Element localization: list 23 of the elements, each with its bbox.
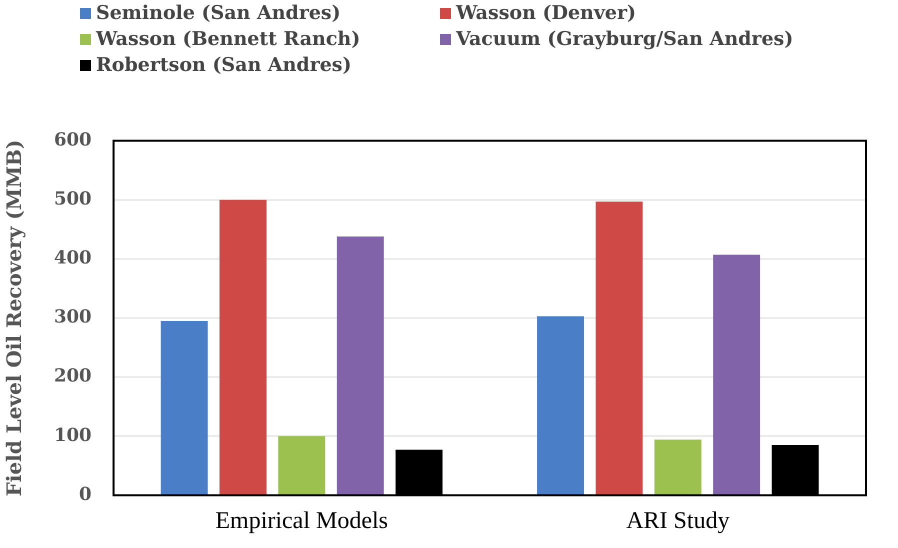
legend-label: Wasson (Denver) — [456, 2, 636, 24]
bar — [537, 316, 584, 495]
legend-label: Vacuum (Grayburg/San Andres) — [456, 28, 794, 50]
bar — [596, 202, 643, 495]
bar — [160, 320, 208, 495]
bar — [278, 436, 326, 495]
y-tick-label: 0 — [79, 484, 92, 505]
bar — [220, 200, 266, 495]
x-tick-label: Empirical Models — [215, 508, 388, 534]
bar — [713, 254, 760, 495]
y-tick-label: 200 — [54, 366, 92, 387]
y-axis-title: Field Level Oil Recovery (MMB) — [2, 140, 26, 496]
y-tick-label: 400 — [54, 248, 92, 269]
legend-label: Seminole (San Andres) — [96, 2, 341, 24]
legend-label: Wasson (Bennett Ranch) — [96, 28, 360, 50]
y-tick-label: 600 — [54, 129, 92, 150]
y-tick-label: 100 — [54, 424, 92, 446]
bar — [654, 440, 702, 495]
x-tick-label: ARI Study — [626, 508, 730, 534]
y-tick-label: 500 — [54, 188, 92, 210]
y-tick-label: 300 — [54, 306, 92, 328]
legend-label: Robertson (San Andres) — [96, 54, 352, 76]
bar — [336, 236, 384, 495]
